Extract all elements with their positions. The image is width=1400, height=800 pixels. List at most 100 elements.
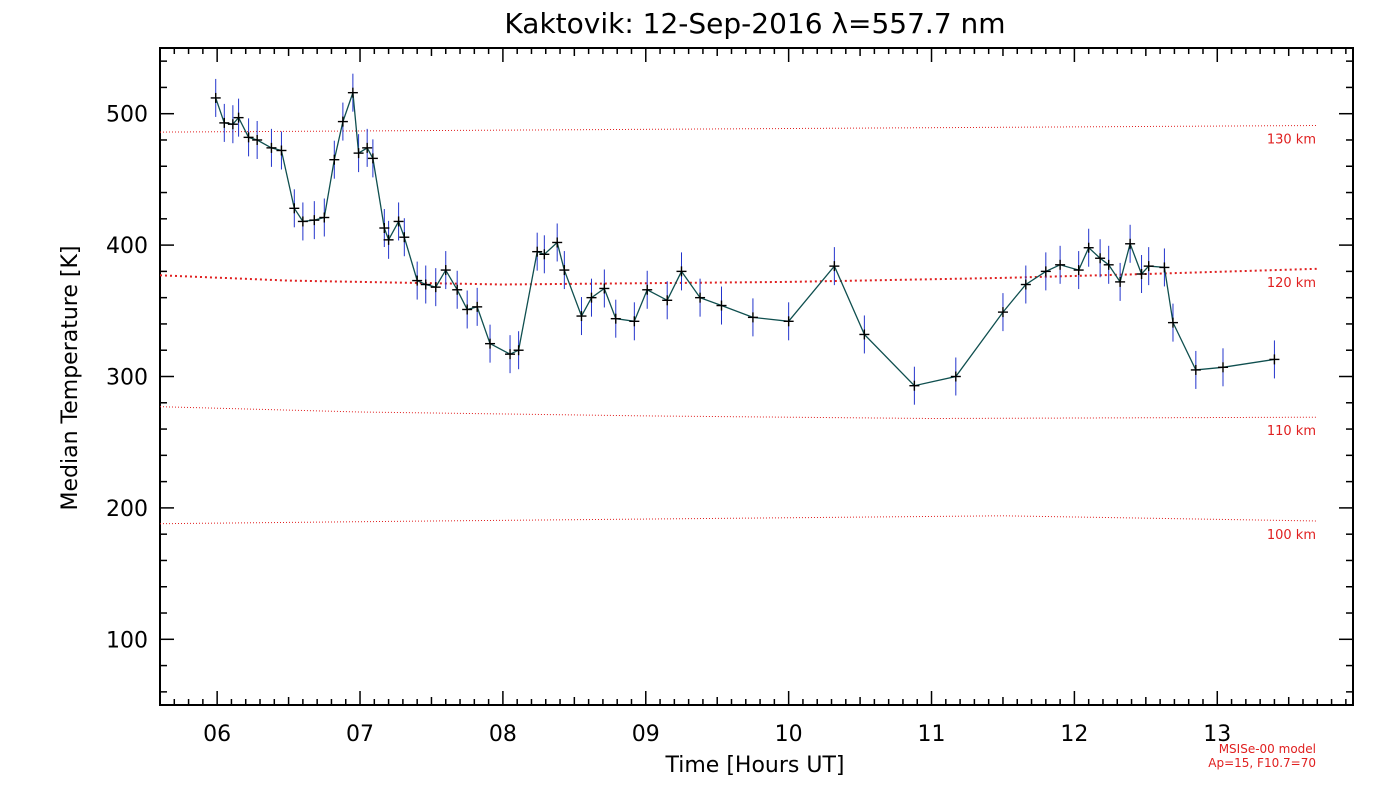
plot-frame [159,47,1354,706]
data-point [1143,261,1154,272]
data-point [783,316,794,327]
data-point [227,119,238,130]
data-point [642,284,653,295]
plot-border [159,47,1354,706]
data-point [1055,259,1066,270]
y-tick-label: 200 [106,497,148,522]
data-point [252,134,263,145]
model-line-label: 120 km [1267,276,1316,291]
model-name-note: MSISe-00 model [1219,742,1316,756]
data-point [485,338,496,349]
x-axis-ticks: 06 07 08 09 10 11 12 13 [159,48,1347,747]
y-tick-label: 400 [106,234,148,259]
data-point [393,216,404,227]
data-point [1083,242,1094,253]
data-point [559,265,570,276]
data-point [353,148,364,159]
data-point [399,232,410,243]
x-tick-label: 06 [203,722,231,747]
x-tick-label: 10 [775,722,803,747]
data-point [829,261,840,272]
model-line [159,515,1318,525]
data-point [276,145,287,156]
data-point [329,154,340,165]
data-point [950,371,961,382]
data-point [1115,276,1126,287]
data-point [362,142,373,153]
data-point [440,265,451,276]
model-line-label: 130 km [1267,133,1316,148]
data-point [1217,362,1228,373]
data-point [997,307,1008,318]
data-point [505,349,516,360]
data-point [462,304,473,315]
data-point [676,266,687,277]
data-point [383,234,394,245]
x-tick-label: 09 [632,722,660,747]
data-point [1095,253,1106,264]
y-tick-label: 300 [106,366,148,391]
data-point [629,316,640,327]
data-point [747,312,758,323]
data-point [599,283,610,294]
data-point [586,292,597,303]
model-line-label: 110 km [1267,424,1316,439]
data-point [662,295,673,306]
y-axis-ticks: 100 200 300 400 500 [106,60,1353,693]
data-point [289,203,300,214]
data-point [1020,279,1031,290]
data-point [1073,265,1084,276]
data-markers [210,87,1280,391]
y-tick-label: 100 [106,628,148,653]
data-point [716,300,727,311]
data-point [1269,354,1280,365]
x-axis-label: Time [Hours UT] [665,753,845,778]
x-tick-label: 08 [489,722,517,747]
x-tick-label: 07 [346,722,374,747]
data-point [452,284,463,295]
data-point [337,116,348,127]
data-point [347,87,358,98]
data-point [367,153,378,164]
data-point [210,92,221,103]
data-point [233,112,244,123]
data-point [309,215,320,226]
x-tick-label: 13 [1203,722,1231,747]
data-point [1136,269,1147,280]
data-point [539,249,550,260]
data-point [319,212,330,223]
data-point [266,142,277,153]
x-tick-label: 11 [918,722,946,747]
data-point [909,380,920,391]
data-point [430,282,441,293]
data-point [1159,262,1170,273]
data-point [552,237,563,248]
data-point [610,313,621,324]
data-point [532,246,543,257]
data-point [472,301,483,312]
data-point [243,132,254,143]
data-point [379,223,390,234]
series-line [215,92,1275,387]
chart-title: Kaktovik: 12-Sep-2016 λ=557.7 nm [504,7,1005,40]
error-bars [215,73,1275,405]
y-tick-label: 500 [106,103,148,128]
data-point [219,117,230,128]
model-line [159,406,1318,420]
data-point [695,292,706,303]
data-point [1190,364,1201,375]
data-point [1167,317,1178,328]
data-point [576,311,587,322]
model-line-label: 100 km [1267,528,1316,543]
model-lines: 130 km 120 km 110 km 100 km [159,125,1318,543]
x-tick-label: 12 [1060,722,1088,747]
data-point [412,275,423,286]
model-line [159,125,1318,133]
data-point [297,216,308,227]
y-axis-label: Median Temperature [K] [58,246,83,511]
data-point [513,345,524,356]
data-point [1125,238,1136,249]
data-point [1103,259,1114,270]
data-point [420,279,431,290]
data-point [1040,266,1051,277]
